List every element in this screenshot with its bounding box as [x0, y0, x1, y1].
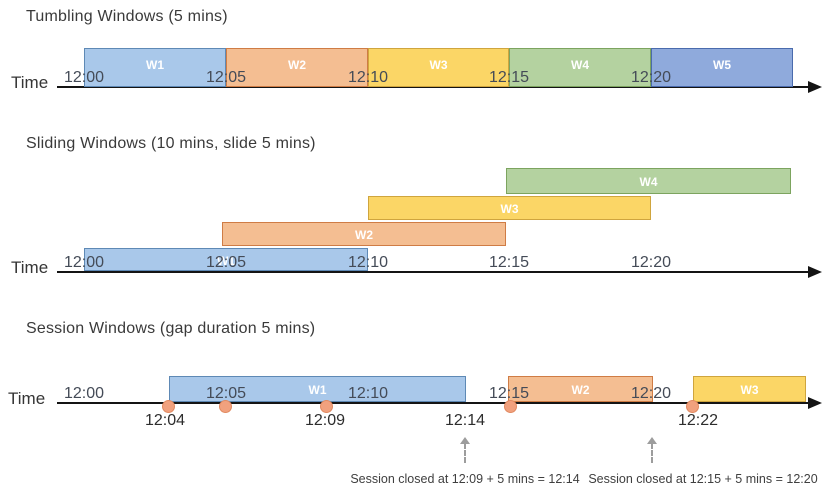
- session-closed-annotation: Session closed at 12:09 + 5 mins = 12:14: [350, 472, 580, 486]
- event-dot: [320, 400, 333, 413]
- time-axis-arrowhead: [808, 266, 822, 278]
- tumbling-section-title: Tumbling Windows (5 mins): [26, 8, 228, 25]
- window-bar-w5: W5: [651, 48, 793, 87]
- window-label: W2: [355, 228, 373, 242]
- axis-tick-label: 12:20: [630, 385, 672, 402]
- time-axis-arrowhead: [808, 81, 822, 93]
- session-closed-annotation: Session closed at 12:15 + 5 mins = 12:20: [588, 472, 818, 486]
- window-bar-w1: W1: [84, 248, 368, 271]
- window-bar-w4: W4: [509, 48, 651, 87]
- window-bar-w2: W2: [508, 376, 653, 402]
- time-axis-line: [57, 271, 810, 273]
- axis-tick-label: 12:10: [347, 385, 389, 402]
- time-axis-label: Time: [11, 258, 49, 277]
- axis-tick-label: 12:05: [205, 385, 247, 402]
- window-label: W1: [146, 58, 164, 72]
- time-axis-label: Time: [8, 389, 46, 408]
- window-bar-w1: W1: [84, 48, 226, 87]
- axis-tick-label: 12:05: [205, 254, 247, 271]
- window-label: W2: [288, 58, 306, 72]
- event-dot: [162, 400, 175, 413]
- event-dot: [504, 400, 517, 413]
- event-time-label: 12:14: [444, 412, 486, 429]
- window-label: W3: [500, 202, 519, 216]
- axis-tick-label: 12:00: [63, 385, 105, 402]
- axis-tick-label: 12:20: [630, 254, 672, 271]
- window-label: W4: [639, 175, 658, 189]
- axis-tick-label: 12:15: [488, 385, 530, 402]
- window-label: W3: [429, 58, 448, 72]
- time-axis-line: [57, 86, 810, 88]
- event-time-label: 12:09: [304, 412, 346, 429]
- axis-tick-label: 12:00: [63, 69, 105, 86]
- sliding-section-title: Sliding Windows (10 mins, slide 5 mins): [26, 135, 316, 152]
- window-label: W4: [571, 58, 589, 72]
- window-label: W3: [740, 383, 759, 397]
- dashed-arrow-head: [460, 437, 470, 444]
- window-bar-w2: W2: [222, 222, 506, 246]
- axis-tick-label: 12:15: [488, 69, 530, 86]
- window-bar-w3: W3: [368, 48, 509, 87]
- time-axis-line: [57, 402, 810, 404]
- event-time-label: 12:04: [144, 412, 186, 429]
- window-label: W1: [217, 254, 235, 268]
- axis-tick-label: 12:15: [488, 254, 530, 271]
- time-axis-arrowhead: [808, 397, 822, 409]
- axis-tick-label: 12:00: [63, 254, 105, 271]
- event-time-label: 12:22: [677, 412, 719, 429]
- window-bar-w2: W2: [226, 48, 368, 87]
- axis-tick-label: 12:10: [347, 69, 389, 86]
- window-label: W5: [713, 58, 731, 72]
- window-label: W1: [308, 383, 327, 397]
- window-bar-w4: W4: [506, 168, 791, 194]
- axis-tick-label: 12:05: [205, 69, 247, 86]
- window-bar-w1: W1: [169, 376, 466, 402]
- time-axis-label: Time: [11, 73, 49, 92]
- window-label: W2: [571, 383, 590, 397]
- axis-tick-label: 12:20: [630, 69, 672, 86]
- event-dot: [686, 400, 699, 413]
- window-bar-w3: W3: [693, 376, 806, 402]
- axis-tick-label: 12:10: [347, 254, 389, 271]
- session-section-title: Session Windows (gap duration 5 mins): [26, 320, 316, 337]
- window-bar-w3: W3: [368, 196, 651, 220]
- dashed-arrow-head: [647, 437, 657, 444]
- event-dot: [219, 400, 232, 413]
- dashed-arrow-stem: [651, 443, 653, 463]
- dashed-arrow-stem: [464, 443, 466, 463]
